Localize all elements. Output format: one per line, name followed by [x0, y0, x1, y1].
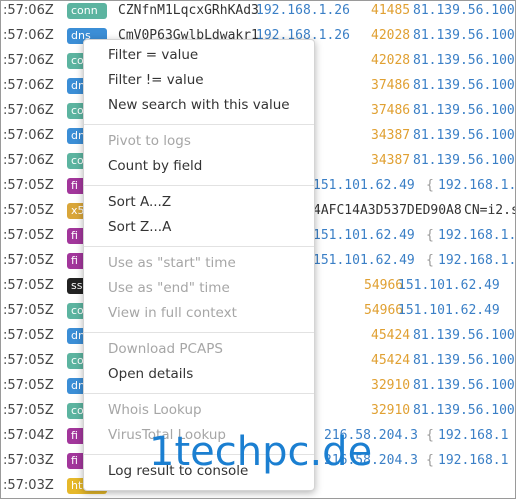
cell: 151.101.62.49 [398, 303, 500, 318]
timestamp: :57:05Z [3, 328, 54, 343]
menu-item[interactable]: New search with this value [108, 97, 290, 113]
cell: 216.58.204.3 [324, 453, 418, 468]
timestamp: :57:03Z [3, 478, 54, 493]
cell: 54966 [364, 278, 404, 293]
cell: 192.168.1 [438, 453, 509, 468]
separator [84, 124, 314, 125]
cell: { [426, 453, 434, 468]
cell: 151.101.62.49 [313, 178, 415, 193]
cell: 42028 [371, 28, 411, 43]
separator [84, 332, 314, 333]
cell: 192.168.1.2 [438, 178, 516, 193]
cell: 45424 [371, 328, 411, 343]
timestamp: :57:03Z [3, 453, 54, 468]
separator [84, 393, 314, 394]
cell: 41485 [371, 3, 411, 18]
cell: 45424 [371, 353, 411, 368]
menu-item[interactable]: Sort A...Z [108, 194, 172, 210]
context-menu: Filter = value Filter != value New search … [83, 39, 315, 491]
timestamp: :57:05Z [3, 253, 54, 268]
cell: 42028 [371, 53, 411, 68]
timestamp: :57:05Z [3, 353, 54, 368]
cell: 81.139.56.100 [413, 128, 515, 143]
timestamp: :57:05Z [3, 378, 54, 393]
cell: 192.168.1 [438, 428, 509, 443]
separator [84, 454, 314, 455]
menu-item[interactable]: Filter = value [108, 47, 199, 63]
cell: 37486 [371, 78, 411, 93]
timestamp: :57:04Z [3, 428, 54, 443]
menu-item: Pivot to logs [108, 133, 191, 149]
timestamp: :57:05Z [3, 203, 54, 218]
cell: 81.139.56.100 [413, 28, 515, 43]
timestamp: :57:06Z [3, 103, 54, 118]
timestamp: :57:06Z [3, 53, 54, 68]
cell: { [426, 178, 434, 193]
menu-item: Whois Lookup [108, 402, 202, 418]
cell: { [426, 228, 434, 243]
watermark: 1techpc.de [149, 429, 373, 475]
timestamp: :57:06Z [3, 153, 54, 168]
cell: 151.101.62.49 [398, 278, 500, 293]
cell: CN=i2.s [464, 203, 516, 218]
timestamp: :57:05Z [3, 178, 54, 193]
timestamp: :57:06Z [3, 3, 54, 18]
cell: CZNfnM1LqcxGRhKAd3 [118, 3, 259, 18]
cell: 34387 [371, 153, 411, 168]
log-type-tag: conn [67, 3, 107, 19]
cell: 81.139.56.100 [413, 353, 515, 368]
menu-item[interactable]: Log result to console [108, 463, 249, 479]
cell: 81.139.56.100 [413, 78, 515, 93]
timestamp: :57:05Z [3, 403, 54, 418]
menu-item: Download PCAPS [108, 341, 223, 357]
cell: 81.139.56.100 [413, 378, 515, 393]
cell: 34387 [371, 128, 411, 143]
cell: 54966 [364, 303, 404, 318]
cell: 32910 [371, 403, 411, 418]
separator [84, 185, 314, 186]
menu-item: View in full context [108, 305, 237, 321]
menu-item: VirusTotal Lookup [108, 427, 226, 443]
cell: 192.168.1.26 [256, 3, 350, 18]
cell: 4AFC14A3D537DED90A8 [313, 203, 462, 218]
menu-item[interactable]: Open details [108, 366, 194, 382]
cell: 81.139.56.100 [413, 3, 515, 18]
menu-item: Use as "end" time [108, 280, 230, 296]
separator [84, 246, 314, 247]
menu-item[interactable]: Filter != value [108, 72, 204, 88]
menu-item[interactable]: Count by field [108, 158, 203, 174]
timestamp: :57:05Z [3, 303, 54, 318]
cell: 81.139.56.100 [413, 153, 515, 168]
cell: { [426, 428, 434, 443]
timestamp: :57:06Z [3, 128, 54, 143]
timestamp: :57:05Z [3, 228, 54, 243]
cell: 151.101.62.49 [313, 228, 415, 243]
cell: 32910 [371, 378, 411, 393]
cell: { [426, 253, 434, 268]
cell: 81.139.56.100 [413, 103, 515, 118]
timestamp: :57:06Z [3, 28, 54, 43]
cell: 192.168.1.2 [438, 253, 516, 268]
cell: 151.101.62.49 [313, 253, 415, 268]
cell: 37486 [371, 103, 411, 118]
cell: 81.139.56.100 [413, 403, 515, 418]
timestamp: :57:05Z [3, 278, 54, 293]
menu-item[interactable]: Sort Z...A [108, 219, 172, 235]
cell: 81.139.56.100 [413, 53, 515, 68]
menu-item: Use as "start" time [108, 255, 236, 271]
cell: 216.58.204.3 [324, 428, 418, 443]
timestamp: :57:06Z [3, 78, 54, 93]
cell: 81.139.56.100 [413, 328, 515, 343]
cell: 192.168.1.2 [438, 228, 516, 243]
